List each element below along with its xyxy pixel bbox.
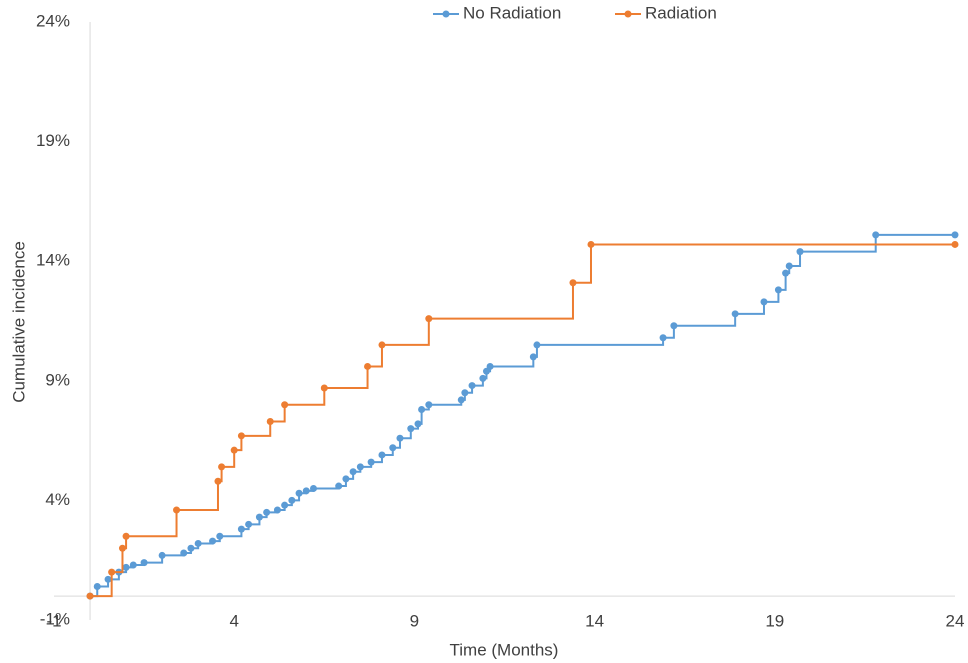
data-point — [245, 520, 253, 528]
data-point — [486, 362, 494, 370]
data-point — [425, 401, 433, 409]
data-point — [407, 425, 415, 433]
data-point — [378, 341, 386, 349]
data-point — [479, 374, 487, 382]
x-tick-label: 24 — [946, 611, 965, 630]
data-point — [670, 322, 678, 330]
data-point — [180, 549, 188, 557]
data-point — [263, 508, 271, 516]
data-point — [273, 506, 281, 514]
data-point — [93, 583, 101, 591]
data-point — [266, 417, 274, 425]
x-axis-title: Time (Months) — [450, 640, 559, 659]
data-point — [378, 451, 386, 459]
data-point — [533, 341, 541, 349]
data-point — [418, 406, 426, 414]
data-point — [396, 434, 404, 442]
data-point — [529, 353, 537, 361]
legend-marker — [442, 10, 450, 18]
data-point — [367, 458, 375, 466]
data-point — [782, 269, 790, 277]
data-point — [785, 262, 793, 270]
data-point — [457, 396, 465, 404]
data-point — [309, 484, 317, 492]
data-point — [218, 463, 226, 471]
legend-label: No Radiation — [463, 3, 561, 22]
data-point — [230, 446, 238, 454]
data-point — [587, 240, 595, 248]
data-point — [104, 575, 112, 583]
y-tick-label: 9% — [45, 370, 70, 389]
data-point — [951, 231, 959, 239]
data-point — [140, 559, 148, 567]
data-point — [281, 401, 289, 409]
data-point — [774, 286, 782, 294]
x-tick-label: 4 — [229, 611, 238, 630]
data-point — [129, 561, 137, 569]
y-tick-label: 19% — [36, 131, 70, 150]
y-tick-label: 4% — [45, 490, 70, 509]
data-point — [872, 231, 880, 239]
data-point — [302, 487, 310, 495]
data-point — [255, 513, 263, 521]
data-point — [194, 539, 202, 547]
data-point — [796, 248, 804, 256]
data-point — [86, 592, 94, 600]
data-point — [389, 444, 397, 452]
data-point — [237, 432, 245, 440]
data-point — [295, 489, 303, 497]
data-point — [349, 468, 357, 476]
data-point — [461, 389, 469, 397]
data-point — [468, 382, 476, 390]
data-point — [356, 463, 364, 471]
data-point — [237, 525, 245, 533]
data-point — [569, 279, 577, 287]
data-point — [281, 501, 289, 509]
data-point — [342, 475, 350, 483]
data-point — [951, 240, 959, 248]
data-point — [288, 496, 296, 504]
data-point — [216, 532, 224, 540]
series-line — [90, 243, 955, 598]
data-point — [122, 532, 130, 540]
data-point — [414, 420, 422, 428]
data-point — [158, 551, 166, 559]
x-tick-label: -1 — [46, 611, 61, 630]
y-tick-label: 24% — [36, 11, 70, 30]
x-tick-label: 9 — [410, 611, 419, 630]
data-point — [364, 362, 372, 370]
y-tick-label: 14% — [36, 251, 70, 270]
data-point — [187, 544, 195, 552]
data-point — [425, 315, 433, 323]
data-point — [214, 477, 222, 485]
data-point — [335, 482, 343, 490]
x-tick-label: 14 — [585, 611, 604, 630]
data-point — [320, 384, 328, 392]
legend-marker — [624, 10, 632, 18]
data-point — [173, 506, 181, 514]
series-line — [90, 233, 955, 598]
data-point — [118, 544, 126, 552]
data-point — [659, 334, 667, 342]
y-tick-label: -1% — [40, 609, 70, 628]
y-axis-title: Cumulative incidence — [9, 241, 28, 403]
data-point — [122, 563, 130, 571]
data-point — [482, 367, 490, 375]
data-point — [760, 298, 768, 306]
legend-label: Radiation — [645, 3, 717, 22]
data-point — [209, 537, 217, 545]
data-point — [731, 310, 739, 318]
data-point — [108, 568, 116, 576]
x-tick-label: 19 — [765, 611, 784, 630]
